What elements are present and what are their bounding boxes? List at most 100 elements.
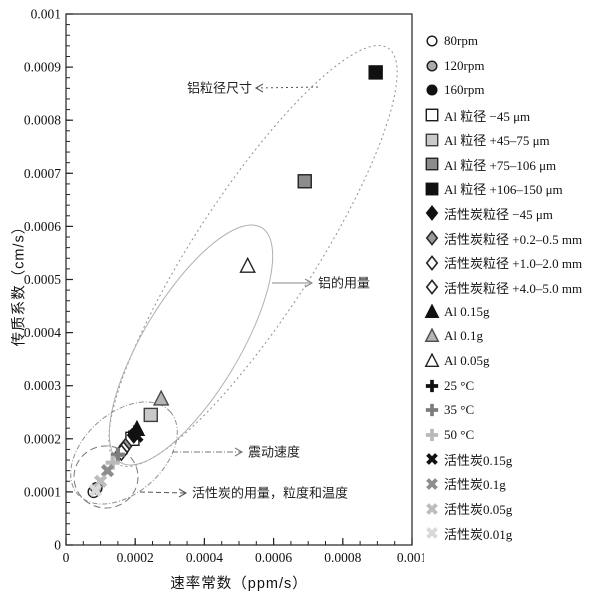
legend-marker-square-icon	[425, 157, 439, 171]
data-point	[110, 447, 125, 462]
legend-item: 80rpm	[424, 29, 600, 54]
legend-marker-xmark-icon	[426, 502, 438, 515]
y-tick-label: 0.0002	[24, 431, 61, 446]
y-tick-label: 0.0009	[24, 60, 61, 75]
al-particle-size-label: 铝粒径尺寸	[187, 81, 252, 96]
legend-marker-plus-icon	[425, 379, 439, 392]
al-particle-size-label-arrow-line	[255, 86, 321, 89]
legend-item-label: Al 粒径 +106–150 μm	[444, 182, 563, 198]
y-tick-label: 0.001	[31, 7, 61, 22]
data-point	[130, 429, 144, 443]
legend-marker-plus-icon	[425, 404, 439, 417]
legend-marker-xmark-icon	[426, 527, 438, 540]
legend-item-label: 80rpm	[444, 33, 478, 49]
legend-marker-square-icon	[425, 182, 439, 196]
legend-item: Al 0.1g	[424, 324, 600, 349]
legend-item: 活性炭0.05g	[424, 496, 600, 521]
legend-item-label: Al 0.05g	[444, 353, 490, 369]
al-dose-label: 铝的用量	[318, 276, 370, 291]
series-square	[143, 407, 158, 423]
carbon-dose-size-temp-label-arrow-head-icon	[178, 488, 188, 498]
legend-item-label: 活性炭粒径 +4.0–5.0 mm	[444, 280, 583, 296]
legend-item-label: Al 粒径 +45–75 μm	[444, 133, 550, 149]
legend-item: 25 °C	[424, 373, 600, 398]
legend-marker-diamond-icon	[425, 205, 439, 222]
legend-marker-triangle-icon	[424, 353, 440, 367]
legend-marker-square-icon	[425, 108, 439, 122]
data-point	[93, 474, 108, 488]
series-triangle	[239, 256, 256, 273]
legend-item: Al 粒径 +75–106 μm	[424, 152, 600, 177]
y-tick-label: 0.0006	[24, 219, 61, 234]
legend-marker-circle-icon	[426, 60, 438, 72]
legend-marker-diamond-icon	[425, 279, 439, 296]
x-tick-label: 0	[63, 550, 70, 565]
legend-item: Al 粒径 +45–75 μm	[424, 127, 600, 152]
data-point	[239, 256, 256, 273]
data-point	[100, 464, 115, 478]
legend-item-label: 活性炭粒径 +1.0–2.0 mm	[444, 256, 583, 272]
legend-item-label: 活性炭0.05g	[444, 502, 513, 518]
legend-item-label: 活性炭0.01g	[444, 526, 513, 542]
vibration-speed-label: 震动速度	[248, 445, 300, 460]
legend-marker-plus-icon	[425, 428, 439, 441]
legend-item-label: Al 0.1g	[444, 328, 483, 344]
carbon-dose-size-temp-label: 活性炭的用量，粒度和温度	[192, 486, 348, 501]
al-dose-group-ellipse	[108, 224, 274, 466]
series-square	[368, 65, 383, 80]
carbon-group-ellipse	[73, 445, 139, 509]
data-point	[88, 483, 103, 497]
vibration-group-ellipse	[70, 401, 178, 505]
x-tick-label: 0.001	[397, 550, 424, 565]
data-point	[368, 65, 383, 80]
legend-item: Al 0.05g	[424, 349, 600, 374]
series-square	[297, 174, 312, 189]
legend-marker-triangle-icon	[424, 303, 440, 318]
al-particle-size-group-ellipse	[108, 44, 398, 468]
al-dose-label-arrow-head-icon	[304, 278, 314, 288]
legend-item-label: 活性炭0.1g	[444, 477, 506, 493]
legend-item: 活性炭粒径 +1.0–2.0 mm	[424, 250, 600, 275]
legend-item: 活性炭0.01g	[424, 521, 600, 546]
legend-marker-diamond-icon	[425, 254, 439, 271]
series-plus	[110, 447, 125, 462]
series-xmark	[93, 474, 108, 488]
legend-marker-diamond-icon	[425, 230, 439, 246]
legend-item: 35 °C	[424, 398, 600, 423]
x-tick-label: 0.0002	[117, 550, 154, 565]
vibration-speed-label-arrow-head-icon	[234, 447, 244, 457]
y-axis-title: 传质系数（cm/s）	[11, 218, 28, 347]
legend-item: 活性炭粒径 −45 μm	[424, 201, 600, 226]
legend-item: 活性炭0.1g	[424, 472, 600, 497]
legend-marker-xmark-icon	[426, 453, 438, 466]
legend-item-label: 50 °C	[444, 426, 475, 442]
legend-item-label: 120rpm	[444, 57, 485, 73]
y-tick-label: 0.0004	[24, 325, 61, 340]
data-point	[152, 389, 170, 406]
data-point	[297, 174, 312, 189]
x-tick-label: 0.0008	[324, 550, 361, 565]
legend-item-label: Al 粒径 −45 μm	[444, 108, 531, 124]
x-tick-label: 0.0006	[255, 550, 292, 565]
legend-marker-circle-icon	[426, 84, 438, 97]
y-tick-label: 0.0001	[24, 484, 61, 499]
legend-marker-triangle-icon	[424, 328, 440, 343]
y-tick-label: 0.0003	[24, 378, 61, 393]
legend-marker-circle-icon	[426, 35, 438, 47]
legend-item: 120rpm	[424, 54, 600, 79]
y-tick-label: 0.0005	[24, 272, 61, 287]
legend-item-label: 25 °C	[444, 377, 475, 393]
series-xmark	[100, 464, 115, 478]
legend-item: 活性炭粒径 +0.2–0.5 mm	[424, 226, 600, 251]
carbon-dose-size-temp-label-arrow-line	[139, 491, 187, 494]
data-point	[143, 407, 158, 423]
x-axis-title: 速率常数（ppm/s）	[170, 576, 308, 592]
legend-item: 50 °C	[424, 423, 600, 448]
legend-item: Al 粒径 −45 μm	[424, 103, 600, 128]
legend-item-label: Al 粒径 +75–106 μm	[444, 157, 557, 173]
legend-item-label: 35 °C	[444, 402, 475, 418]
legend-item: 活性炭0.15g	[424, 447, 600, 472]
y-tick-label: 0	[54, 538, 61, 553]
y-tick-label: 0.0007	[24, 166, 61, 181]
